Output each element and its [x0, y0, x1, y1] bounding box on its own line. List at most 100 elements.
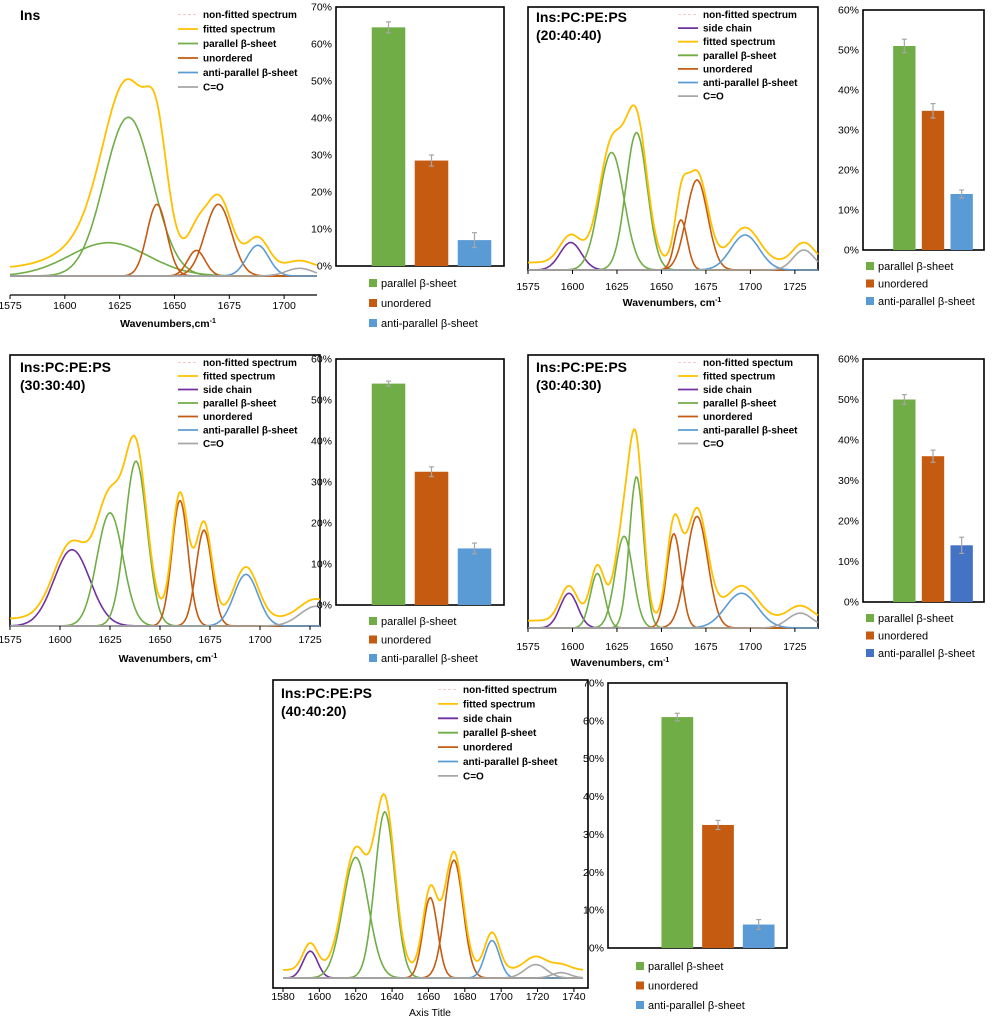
p3-x-tick-label: 1700 [248, 634, 272, 646]
b3-legend-label-1: unordered [381, 635, 431, 647]
p2-legend-label-co: C=O [703, 92, 724, 103]
p3-x-axis-label: Wavenumbers, cm-1 [119, 653, 218, 665]
b4-legend-swatch-0 [866, 614, 874, 622]
p3-x-axis-label-sup: -1 [211, 653, 217, 660]
p4-legend-label-unordered: unordered [703, 412, 752, 423]
p1-series-unordered-4 [10, 203, 317, 277]
b3-y-tick-label: 40% [311, 436, 332, 448]
p3-x-tick-label: 1675 [198, 634, 222, 646]
p4-legend-label-fitted: fitted spectrum [703, 372, 775, 383]
b4-y-tick-label: 0% [844, 597, 859, 609]
b4-legend-swatch-2 [866, 649, 874, 657]
p3-series-unordered-3 [10, 499, 320, 627]
b4-y-tick-label: 50% [838, 394, 859, 406]
b4-legend-swatch-1 [866, 631, 874, 640]
b4-legend-label-1: unordered [878, 631, 928, 643]
p4-series-parallel-3 [528, 475, 818, 629]
p4-series-unordered-5 [528, 515, 818, 629]
p4-legend-label-parallel: parallel β-sheet [703, 399, 777, 410]
b5-legend-swatch-2 [636, 1001, 644, 1009]
b2-bar-1 [921, 110, 945, 250]
b4-bar-1 [921, 456, 945, 602]
p5-x-tick-label: 1580 [271, 991, 295, 1003]
p2-x-tick-label: 1675 [694, 281, 718, 293]
b2-y-tick-label: 40% [838, 85, 859, 97]
b2-legend-swatch-2 [866, 297, 874, 305]
p4-x-axis-label-sup: -1 [663, 657, 669, 664]
p2-x-axis-label-sup: -1 [715, 297, 721, 304]
p3-x-tick-label: 1650 [148, 634, 172, 646]
p1-x-tick-label: 1575 [0, 300, 22, 312]
p4-legend-label-side: side chain [703, 385, 752, 396]
b3-legend-label-0: parallel β-sheet [381, 616, 456, 628]
p3-series-parallel-1 [10, 511, 320, 627]
b5-y-tick-label: 20% [583, 867, 604, 879]
b5-frame [607, 682, 788, 949]
p2-legend-label-unordered: unordered [703, 64, 752, 75]
p3-legend-label-co: C=O [203, 439, 224, 450]
p5-legend-label-unordered: unordered [463, 743, 512, 754]
p1-legend-label-co: C=O [203, 83, 224, 94]
p3-plot-frame [9, 354, 321, 627]
p2-legend-label-fitted: fitted spectrum [703, 37, 775, 48]
p1-series-fitted [9, 78, 318, 268]
p3-legend-label-unordered: unordered [203, 412, 252, 423]
p4-legend-label-co: C=O [703, 439, 724, 450]
p1-legend-label-unordered: unordered [203, 54, 252, 65]
b1-y-tick-label: 50% [311, 76, 332, 88]
p1-legend-label-nonfit: non-fitted spectrum [203, 10, 297, 21]
b4-y-tick-label: 20% [838, 516, 859, 528]
b2-y-tick-label: 10% [838, 205, 859, 217]
b2-legend-label-2: anti-parallel β-sheet [878, 296, 975, 308]
p1-x-tick-label: 1650 [163, 300, 187, 312]
b5-y-tick-label: 10% [583, 905, 604, 917]
b5-y-tick-label: 50% [583, 753, 604, 765]
p2-title: Ins:PC:PE:PS [536, 9, 627, 25]
b1-bar-1 [414, 160, 449, 266]
p1-series-co-6 [10, 267, 318, 277]
p5-plot-frame [272, 679, 589, 989]
p5-legend-label-anti: anti-parallel β-sheet [463, 757, 558, 768]
b3-bar-2 [457, 548, 492, 605]
p4-x-tick-label: 1600 [561, 641, 585, 653]
b3-y-tick-label: 30% [311, 477, 332, 489]
p5-series-parallel-1 [283, 856, 583, 979]
b4-legend-label-2: anti-parallel β-sheet [878, 648, 975, 660]
p5-legend-label-co: C=O [463, 771, 484, 782]
b5-y-tick-label: 70% [583, 678, 604, 690]
b5-y-tick-label: 30% [583, 829, 604, 841]
p1-x-axis-label-sup: -1 [210, 318, 216, 325]
p1-series-parallel-0 [9, 241, 317, 277]
p3-x-tick-label: 1575 [0, 634, 22, 646]
p3-x-tick-label: 1600 [48, 634, 72, 646]
p4-x-tick-label: 1625 [605, 641, 629, 653]
p5-x-tick-label: 1620 [344, 991, 368, 1003]
p1-series-anti-5 [10, 244, 317, 277]
p3-series-co-6 [10, 605, 321, 627]
b5-legend-swatch-0 [636, 962, 644, 970]
b4-y-tick-label: 40% [838, 435, 859, 447]
b5-legend-label-1: unordered [648, 981, 698, 993]
b3-y-tick-label: 60% [311, 354, 332, 366]
b4-y-tick-label: 10% [838, 556, 859, 568]
b2-legend-label-0: parallel β-sheet [878, 261, 953, 273]
p2-x-tick-label: 1575 [516, 281, 540, 293]
p5-legend-label-parallel: parallel β-sheet [463, 728, 537, 739]
b4-bar-0 [893, 399, 916, 602]
b2-y-tick-label: 0% [844, 245, 859, 257]
b4-legend-label-0: parallel β-sheet [878, 613, 953, 625]
b5-legend-swatch-1 [636, 981, 644, 990]
b5-y-tick-label: 40% [583, 791, 604, 803]
b2-y-tick-label: 60% [838, 5, 859, 17]
p5-legend-label-side: side chain [463, 714, 512, 725]
b2-legend-swatch-1 [866, 279, 874, 288]
p2-legend-label-anti: anti-parallel β-sheet [703, 78, 798, 89]
b5-y-tick-label: 60% [583, 715, 604, 727]
b1-legend-label-2: anti-parallel β-sheet [381, 318, 478, 330]
p4-x-tick-label: 1575 [516, 641, 540, 653]
p2-series-fitted [528, 104, 819, 264]
b3-legend-swatch-1 [369, 635, 377, 644]
b3-y-tick-label: 10% [311, 559, 332, 571]
p4-title: Ins:PC:PE:PS [536, 359, 627, 375]
p5-series-co-7 [283, 971, 584, 979]
